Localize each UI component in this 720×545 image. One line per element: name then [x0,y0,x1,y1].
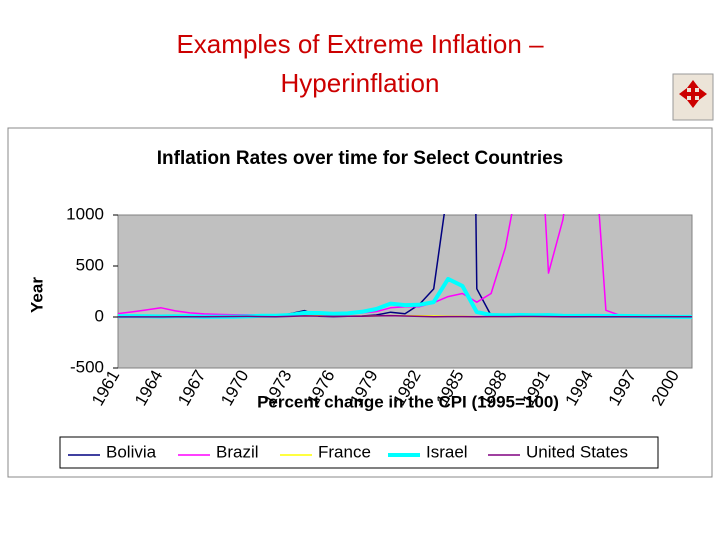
slide-title: Examples of Extreme Inflation – [176,29,544,59]
y-axis-title: Year [27,277,46,313]
legend-label: France [318,442,371,461]
plot-area [117,214,693,369]
y-tick-label: 500 [76,255,104,274]
legend-label: United States [526,442,628,461]
icon-glyph[interactable] [679,80,707,108]
x-axis-title: Percent change in the CPI (1995=100) [257,392,559,411]
legend-label: Brazil [216,442,259,461]
series-group [118,214,692,319]
legend-box [59,436,659,469]
line-series [118,314,692,318]
legend-label: Israel [426,442,468,461]
y-tick-label: 1000 [66,204,104,223]
legend-label: Bolivia [106,442,157,461]
nav-icon[interactable] [672,73,714,121]
y-tick-label: -500 [70,357,104,376]
slide-title: Hyperinflation [281,68,440,98]
y-tick-label: 0 [95,306,104,325]
chart-title: Inflation Rates over time for Select Cou… [157,148,563,169]
